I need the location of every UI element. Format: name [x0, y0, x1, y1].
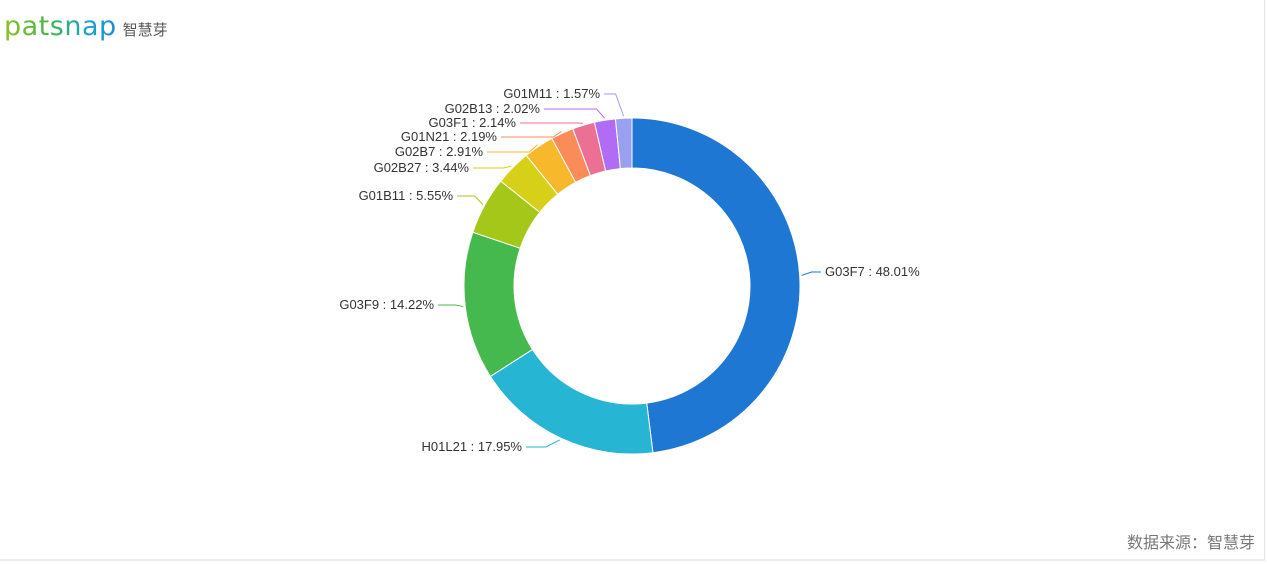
- leader-line-g01b11: [457, 195, 484, 205]
- leader-line-g01m11: [604, 93, 625, 117]
- logo-chinese-name: 智慧芽: [122, 21, 168, 39]
- leader-line-g02b7: [487, 144, 538, 153]
- logo-wordmark: patsnap: [4, 11, 117, 42]
- slice-label-g01b11: G01B11 : 5.55%: [359, 188, 454, 203]
- slice-label-g02b13: G02B13 : 2.02%: [445, 101, 541, 116]
- slice-label-g01n21: G01N21 : 2.19%: [401, 129, 498, 144]
- leader-line-g03f7: [801, 271, 821, 276]
- leader-line-g03f9: [438, 304, 464, 308]
- slice-label-g03f9: G03F9 : 14.22%: [339, 297, 434, 312]
- leader-line-g02b13: [544, 108, 605, 119]
- leader-line-g02b27: [473, 165, 512, 169]
- slice-g03f7[interactable]: [631, 117, 801, 454]
- leader-line-g01n21: [501, 130, 562, 138]
- data-source-note: 数据来源：智慧芽: [1126, 533, 1255, 552]
- leader-line-h01l21: [526, 439, 560, 448]
- slice-g01m11[interactable]: [614, 117, 633, 170]
- slice-label-g02b7: G02B7 : 2.91%: [395, 144, 484, 159]
- slice-label-h01l21: H01L21 : 17.95%: [422, 439, 523, 454]
- slice-label-g03f1: G03F1 : 2.14%: [429, 115, 517, 130]
- slice-g03f9[interactable]: [463, 231, 534, 378]
- patsnap-logo: patsnap 智慧芽: [4, 12, 168, 42]
- slice-label-g03f7: G03F7 : 48.01%: [825, 264, 920, 279]
- slice-label-g01m11: G01M11 : 1.57%: [503, 86, 600, 101]
- slice-label-g02b27: G02B27 : 3.44%: [374, 160, 470, 175]
